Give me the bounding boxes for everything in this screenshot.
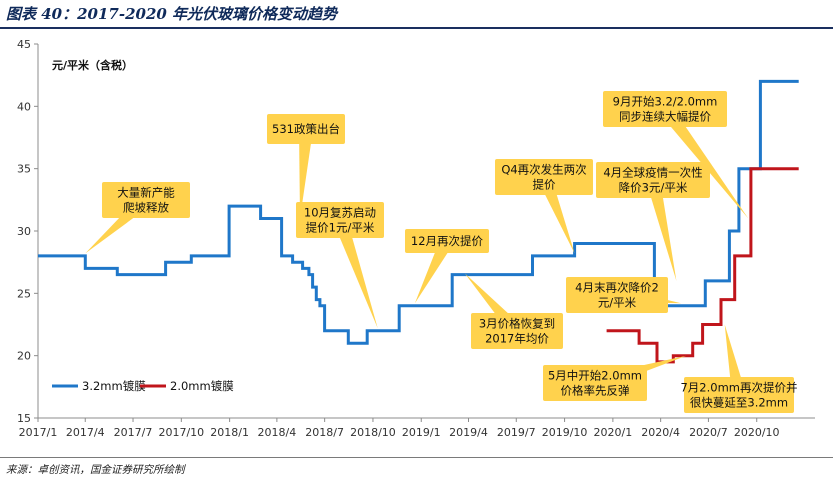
callout-text: 提价1元/平米 [306, 221, 375, 235]
callout-box [405, 229, 489, 253]
y-tick-label: 45 [17, 38, 31, 51]
x-tick-label: 2017/4 [66, 426, 105, 439]
callout-text: 很快蔓延至3.2mm [690, 396, 788, 410]
callout-box [566, 277, 668, 313]
chart-axes: 15 20 25 30 35 40 45 2017/1 2017/4 2017/7 2017/10 2… [17, 38, 815, 439]
figure-source: 来源：卓创资讯，国金证券研究所绘制 [6, 464, 185, 476]
callout-text: 12月再次提价 [411, 234, 484, 248]
callout-box [267, 114, 345, 144]
x-tick-label: 2018/7 [305, 426, 344, 439]
callout-text: 同步连续大幅提价 [619, 110, 711, 124]
y-tick-label: 25 [17, 287, 31, 300]
callout-text: 4月全球疫情一次性 [603, 166, 702, 180]
y-tick-label: 15 [17, 412, 31, 425]
callout-box [495, 159, 593, 195]
callout-box [684, 377, 794, 413]
x-tick-label: 2019/7 [497, 426, 536, 439]
x-tick-label: 2020/10 [734, 426, 780, 439]
callout-box [102, 182, 190, 218]
callout-text: 3月价格恢复到 [479, 317, 555, 331]
x-tick-label: 2019/1 [402, 426, 441, 439]
callout-text: Q4再次发生两次 [501, 163, 587, 177]
callout-text: 爬坡释放 [123, 201, 169, 215]
x-tick-label: 2020/1 [594, 426, 633, 439]
callout-text: 9月开始3.2/2.0mm [613, 95, 718, 109]
y-tick-label: 30 [17, 225, 31, 238]
series-line-3-2mm [38, 79, 799, 345]
callout: 12月再次提价 [405, 229, 489, 304]
series-layer [38, 79, 799, 364]
legend-label: 2.0mm镀膜 [170, 379, 234, 393]
y-tick-label: 20 [17, 350, 31, 363]
callout-box [471, 313, 563, 349]
x-tick-label: 2017/1 [19, 426, 58, 439]
x-tick-label: 2019/4 [449, 426, 488, 439]
callout-pointer [414, 237, 454, 304]
x-tick-label: 2019/10 [542, 426, 588, 439]
price-trend-chart: 15 20 25 30 35 40 45 2017/1 2017/4 2017/7 2017/10 2… [17, 38, 815, 439]
y-tick-label: 35 [17, 163, 31, 176]
x-tick-label: 2018/10 [350, 426, 396, 439]
callout-text: 价格率先反弹 [561, 384, 630, 398]
callout-text: 4月末再次降价2 [575, 281, 659, 295]
y-tick-label: 40 [17, 100, 31, 113]
callout-box [296, 202, 384, 238]
x-tick-label: 2020/4 [641, 426, 680, 439]
figure-title: 图表 40：2017-2020 年光伏玻璃价格变动趋势 [6, 5, 338, 23]
x-tick-label: 2017/7 [114, 426, 153, 439]
legend-label: 3.2mm镀膜 [82, 379, 146, 393]
callout-text: 2017年均价 [485, 332, 549, 346]
title-rule [0, 27, 833, 29]
source-rule [0, 457, 833, 458]
callout: 531政策出台 [267, 114, 345, 219]
callout-pointer [299, 128, 313, 219]
x-tick-label: 2017/10 [158, 426, 204, 439]
legend: 3.2mm镀膜 2.0mm镀膜 [52, 379, 234, 393]
x-tick-label: 2020/7 [689, 426, 728, 439]
x-tick-label: 2018/1 [210, 426, 249, 439]
x-tick-label: 2018/4 [258, 426, 297, 439]
callout-text: 元/平米 [598, 296, 637, 310]
y-axis-unit-label: 元/平米（含税） [52, 58, 133, 72]
callout-pointer [659, 104, 749, 219]
callout-box [543, 365, 647, 401]
callout-text: 10月复苏启动 [304, 206, 376, 220]
callout-text: 5月中开始2.0mm [548, 369, 642, 383]
series-line-2-0mm [606, 167, 799, 364]
callout-text: 531政策出台 [272, 122, 340, 136]
callout-box [603, 91, 727, 127]
callout-text: 提价 [533, 178, 556, 192]
callout-text: 降价3元/平米 [619, 181, 688, 195]
callout-pointer [646, 178, 677, 281]
callout-pointer [333, 217, 378, 329]
callout-text: 大量新产能 [117, 186, 175, 200]
callout-box [596, 162, 710, 198]
callout-text: 7月2.0mm再次提价并 [680, 381, 797, 395]
